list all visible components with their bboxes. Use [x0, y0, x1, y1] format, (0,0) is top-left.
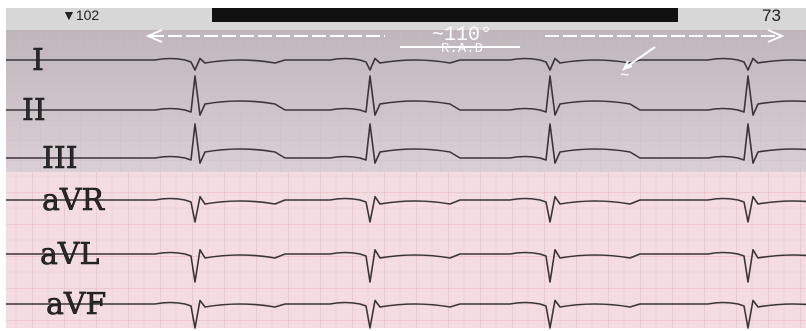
status-right: 73 [762, 6, 781, 25]
lead-label: aVL [40, 237, 100, 272]
lead-label: II [22, 93, 46, 128]
status-black-bar [212, 8, 678, 22]
axis-label: R.A.D [441, 41, 483, 57]
lead-label: aVR [42, 183, 106, 218]
lead-label: III [42, 141, 78, 176]
lead-label: I [32, 43, 44, 78]
lead-label: aVF [46, 287, 106, 322]
axis-mark: ~ [620, 67, 630, 85]
ecg-photo: ▼102 73 ~110° R.A.D ~ IIIIIIaVRaVLaVF [0, 0, 806, 331]
status-left: ▼102 [62, 7, 99, 23]
